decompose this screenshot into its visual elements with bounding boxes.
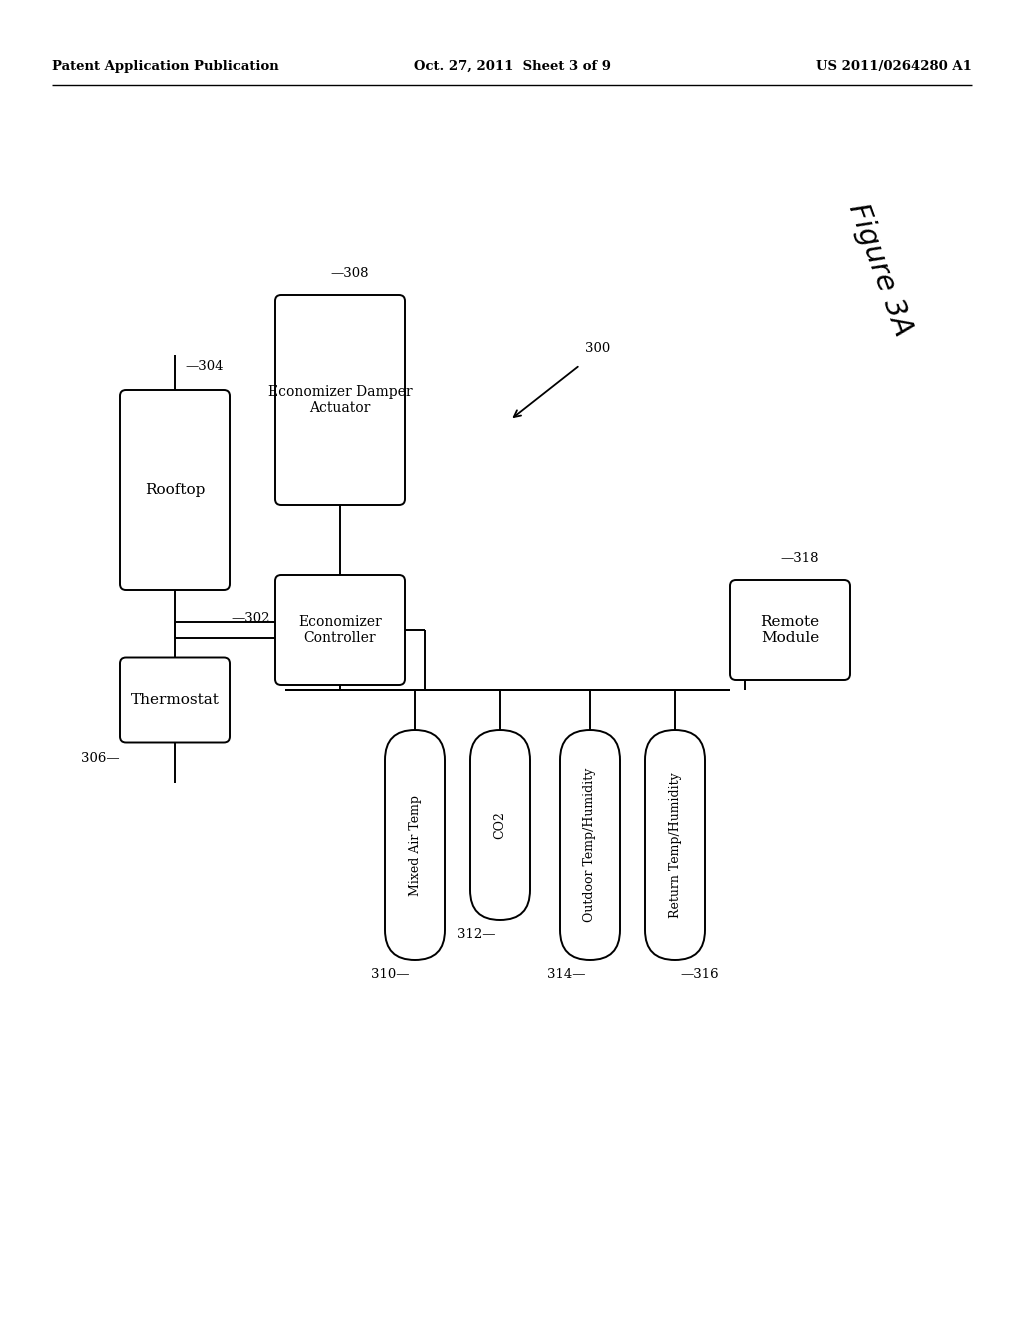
- Text: 300: 300: [585, 342, 610, 355]
- FancyBboxPatch shape: [275, 294, 406, 506]
- Text: —316: —316: [680, 968, 719, 981]
- FancyBboxPatch shape: [120, 657, 230, 742]
- Text: —304: —304: [185, 360, 223, 374]
- Text: CO2: CO2: [494, 810, 507, 840]
- Text: Rooftop: Rooftop: [144, 483, 205, 498]
- Text: Oct. 27, 2011  Sheet 3 of 9: Oct. 27, 2011 Sheet 3 of 9: [414, 59, 610, 73]
- FancyBboxPatch shape: [645, 730, 705, 960]
- FancyBboxPatch shape: [385, 730, 445, 960]
- Text: Remote
Module: Remote Module: [761, 615, 819, 645]
- FancyBboxPatch shape: [275, 576, 406, 685]
- Text: Economizer Damper
Actuator: Economizer Damper Actuator: [267, 385, 413, 414]
- Text: Thermostat: Thermostat: [131, 693, 219, 708]
- FancyBboxPatch shape: [120, 389, 230, 590]
- FancyBboxPatch shape: [470, 730, 530, 920]
- Text: 314—: 314—: [547, 968, 585, 981]
- Text: Patent Application Publication: Patent Application Publication: [52, 59, 279, 73]
- Text: Economizer
Controller: Economizer Controller: [298, 615, 382, 645]
- Text: 310—: 310—: [372, 968, 410, 981]
- Text: Return Temp/Humidity: Return Temp/Humidity: [669, 772, 682, 917]
- Text: 306—: 306—: [81, 752, 120, 766]
- FancyBboxPatch shape: [730, 579, 850, 680]
- Text: —308: —308: [330, 267, 369, 280]
- Text: 312—: 312—: [457, 928, 495, 941]
- Text: Mixed Air Temp: Mixed Air Temp: [409, 795, 422, 895]
- Text: Outdoor Temp/Humidity: Outdoor Temp/Humidity: [584, 768, 597, 923]
- Text: —302: —302: [231, 612, 270, 624]
- Text: Figure 3A: Figure 3A: [843, 199, 916, 341]
- Text: —318: —318: [780, 552, 818, 565]
- FancyBboxPatch shape: [560, 730, 620, 960]
- Text: US 2011/0264280 A1: US 2011/0264280 A1: [816, 59, 972, 73]
